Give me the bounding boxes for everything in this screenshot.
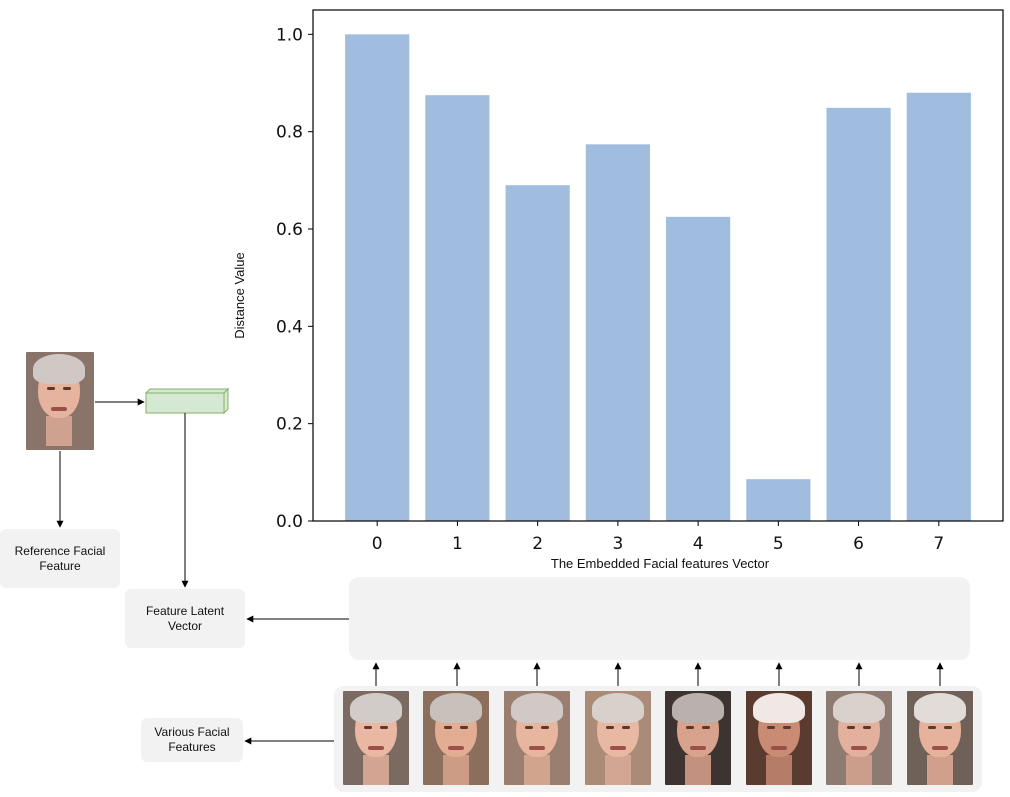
face-0 (343, 691, 409, 785)
y-tick-label: 0.2 (276, 415, 303, 435)
x-tick-label: 3 (612, 534, 623, 554)
x-tick-label: 1 (452, 534, 463, 554)
y-tick-label: 0.4 (276, 317, 303, 337)
x-tick-label: 4 (693, 534, 704, 554)
latent-vectors-panel (349, 577, 970, 660)
y-tick-label: 0.6 (276, 220, 303, 240)
x-tick-label: 2 (532, 534, 543, 554)
reference-facial-feature-label: Reference Facial Feature (0, 529, 120, 588)
bar-0 (345, 34, 410, 521)
y-tick-label: 0.8 (276, 123, 303, 143)
face-1 (423, 691, 489, 785)
bar-3 (585, 144, 650, 521)
reference-face (26, 352, 94, 450)
x-axis-label: The Embedded Facial features Vector (551, 556, 770, 571)
bar-5 (746, 479, 811, 521)
plot-frame (312, 9, 1004, 522)
y-axis-label: Distance Value (232, 252, 247, 338)
face-6 (826, 691, 892, 785)
y-tick-label: 0.0 (276, 512, 303, 532)
bar-1 (425, 95, 490, 522)
x-tick-label: 7 (933, 534, 944, 554)
face-3 (585, 691, 651, 785)
distance-bar-chart: 0.0 0.2 0.4 0.6 0.8 1.0 0 1 2 3 4 5 6 7 The Embedded F… (232, 9, 1004, 571)
bar-6 (826, 107, 891, 521)
bar-2 (505, 185, 570, 521)
bar-4 (666, 216, 731, 522)
x-tick-label: 6 (853, 534, 864, 554)
x-tick-label: 0 (372, 534, 383, 554)
face-4 (665, 691, 731, 785)
bar-7 (906, 92, 971, 521)
y-tick-label: 1.0 (276, 25, 303, 45)
feature-latent-vector-label: Feature Latent Vector (125, 589, 245, 648)
face-2 (504, 691, 570, 785)
x-tick-label: 5 (773, 534, 784, 554)
face-7 (907, 691, 973, 785)
face-5 (746, 691, 812, 785)
various-facial-features-label: Various Facial Features (141, 718, 243, 762)
